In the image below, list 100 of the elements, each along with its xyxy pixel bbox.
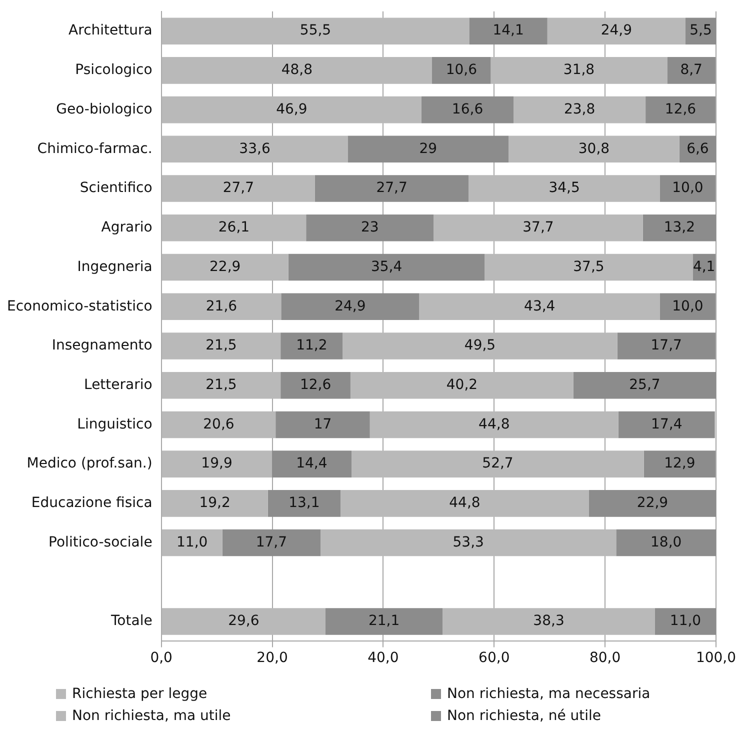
bar — [162, 214, 306, 242]
data-label: 20,6 — [203, 416, 234, 432]
data-label: 53,3 — [452, 534, 484, 550]
data-label: 23,8 — [564, 101, 596, 118]
bar — [490, 57, 668, 84]
y-tick-label: Agrario — [101, 220, 152, 236]
data-label: 17 — [314, 416, 332, 432]
x-tick-label: 80,0 — [589, 650, 621, 666]
bar — [442, 608, 655, 635]
data-label: 25,7 — [629, 376, 660, 393]
bar — [434, 214, 643, 242]
data-label: 37,7 — [522, 220, 554, 236]
y-tick-label: Economico-statistico — [6, 298, 152, 314]
bar — [350, 372, 574, 399]
x-tick-label: 60,0 — [478, 650, 510, 666]
data-label: 24,9 — [334, 298, 366, 314]
y-tick-label: Totale — [110, 613, 152, 630]
bar — [514, 96, 646, 124]
bar — [162, 57, 432, 84]
bar — [340, 490, 589, 517]
bar — [508, 136, 680, 163]
data-label: 11,0 — [176, 534, 208, 550]
bar — [162, 254, 288, 281]
data-label: 8,7 — [680, 62, 702, 78]
data-label: 46,9 — [276, 101, 308, 118]
data-label: 29 — [419, 140, 438, 157]
data-label: 26,1 — [218, 220, 250, 236]
data-label: 5,5 — [690, 22, 712, 39]
data-label: 37,5 — [573, 258, 604, 275]
bar — [320, 529, 616, 556]
bar — [573, 372, 716, 399]
data-label: 18,0 — [650, 534, 682, 550]
y-tick-label: Linguistico — [77, 416, 152, 432]
data-label: 14,1 — [492, 22, 524, 39]
bar — [484, 254, 693, 281]
bar — [432, 57, 491, 84]
data-label: 13,2 — [664, 220, 695, 236]
bar — [667, 57, 716, 84]
data-label: 27,7 — [222, 180, 254, 196]
legend-label: Non richiesta, ma utile — [72, 708, 231, 724]
bar — [162, 490, 268, 517]
data-label: 22,9 — [210, 258, 241, 275]
data-label: 10,0 — [672, 180, 704, 196]
data-label: 34,5 — [548, 180, 580, 196]
data-label: 12,6 — [664, 101, 696, 118]
data-label: 17,7 — [650, 338, 682, 354]
y-tick-label: Educazione fisica — [31, 495, 152, 512]
bar — [162, 332, 281, 360]
bar — [468, 175, 660, 202]
bar — [306, 214, 434, 242]
y-tick-label: Ingegneria — [77, 258, 152, 275]
x-tick-label: 0,0 — [150, 650, 172, 666]
data-label: 11,2 — [296, 338, 328, 354]
bar — [660, 175, 716, 202]
bar — [348, 136, 509, 163]
x-tick-label: 20,0 — [256, 650, 288, 666]
bar — [281, 293, 420, 320]
y-tick-label: Insegnamento — [52, 338, 152, 354]
bar — [222, 529, 321, 556]
bar — [162, 96, 422, 124]
bar — [419, 293, 660, 320]
bar — [280, 332, 343, 360]
data-label: 12,6 — [300, 376, 332, 393]
bar — [642, 214, 716, 242]
bar — [162, 372, 281, 399]
bar — [547, 18, 686, 44]
bar — [280, 372, 350, 399]
bar — [162, 450, 272, 478]
bar — [268, 490, 340, 517]
bar — [617, 332, 716, 360]
y-tick-label: Letterario — [84, 376, 152, 393]
x-tick-label: 40,0 — [368, 650, 399, 666]
data-label: 33,6 — [239, 140, 270, 157]
data-label: 43,4 — [524, 298, 556, 314]
data-label: 27,7 — [376, 180, 408, 196]
data-label: 21,1 — [368, 613, 400, 630]
data-label: 10,6 — [446, 62, 478, 78]
bar — [616, 529, 716, 556]
data-label: 55,5 — [300, 22, 332, 39]
bar — [421, 96, 514, 124]
bar — [162, 608, 326, 635]
data-label: 24,9 — [600, 22, 632, 39]
bar — [162, 175, 315, 202]
data-label: 11,0 — [670, 613, 702, 630]
data-label: 14,4 — [296, 456, 328, 472]
bar — [644, 450, 716, 478]
data-label: 6,6 — [686, 140, 709, 157]
bar — [660, 293, 716, 320]
bar — [685, 18, 716, 44]
bar — [288, 254, 485, 281]
bar — [654, 608, 716, 635]
data-label: 23 — [360, 220, 379, 236]
data-label: 38,3 — [533, 613, 564, 630]
bar — [272, 450, 352, 478]
bar — [469, 18, 548, 44]
y-tick-label: Psicologico — [75, 62, 152, 78]
data-label: 29,6 — [228, 613, 260, 630]
bar — [314, 175, 469, 202]
y-tick-label: Scientifico — [80, 180, 152, 196]
data-label: 19,9 — [201, 456, 232, 472]
